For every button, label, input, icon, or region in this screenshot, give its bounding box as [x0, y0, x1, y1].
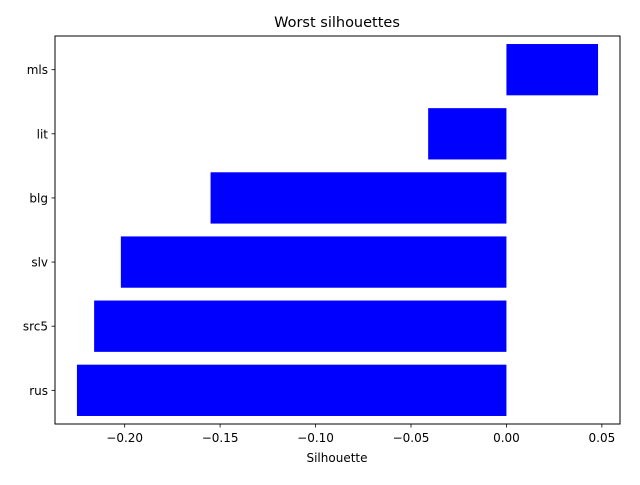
y-tick-label: slv — [31, 256, 48, 270]
x-tick-label: −0.10 — [297, 431, 334, 445]
bar-blg — [210, 172, 507, 224]
bar-mls — [506, 44, 599, 96]
chart-title: Worst silhouettes — [274, 15, 400, 31]
plot-frame — [54, 35, 621, 425]
y-tick-label: src5 — [23, 320, 48, 334]
y-tick-label: rus — [29, 384, 48, 398]
bar-rus — [76, 364, 507, 416]
x-tick-label: 0.00 — [493, 431, 520, 445]
bars-group — [76, 44, 599, 416]
bar-lit — [428, 108, 507, 160]
y-axis-ticks: mls lit blg slv src5 rus — [23, 63, 55, 398]
y-tick-label: mls — [27, 63, 48, 77]
x-tick-label: 0.05 — [589, 431, 616, 445]
y-tick-label: blg — [29, 191, 48, 205]
bar-src5 — [94, 300, 507, 352]
x-tick-label: −0.15 — [202, 431, 239, 445]
x-axis-label: Silhouette — [306, 451, 367, 465]
x-axis-ticks: −0.20 −0.15 −0.10 −0.05 0.00 0.05 — [106, 424, 615, 445]
bar-slv — [120, 236, 507, 288]
x-tick-label: −0.20 — [106, 431, 143, 445]
y-tick-label: lit — [37, 127, 49, 141]
x-tick-label: −0.05 — [393, 431, 430, 445]
